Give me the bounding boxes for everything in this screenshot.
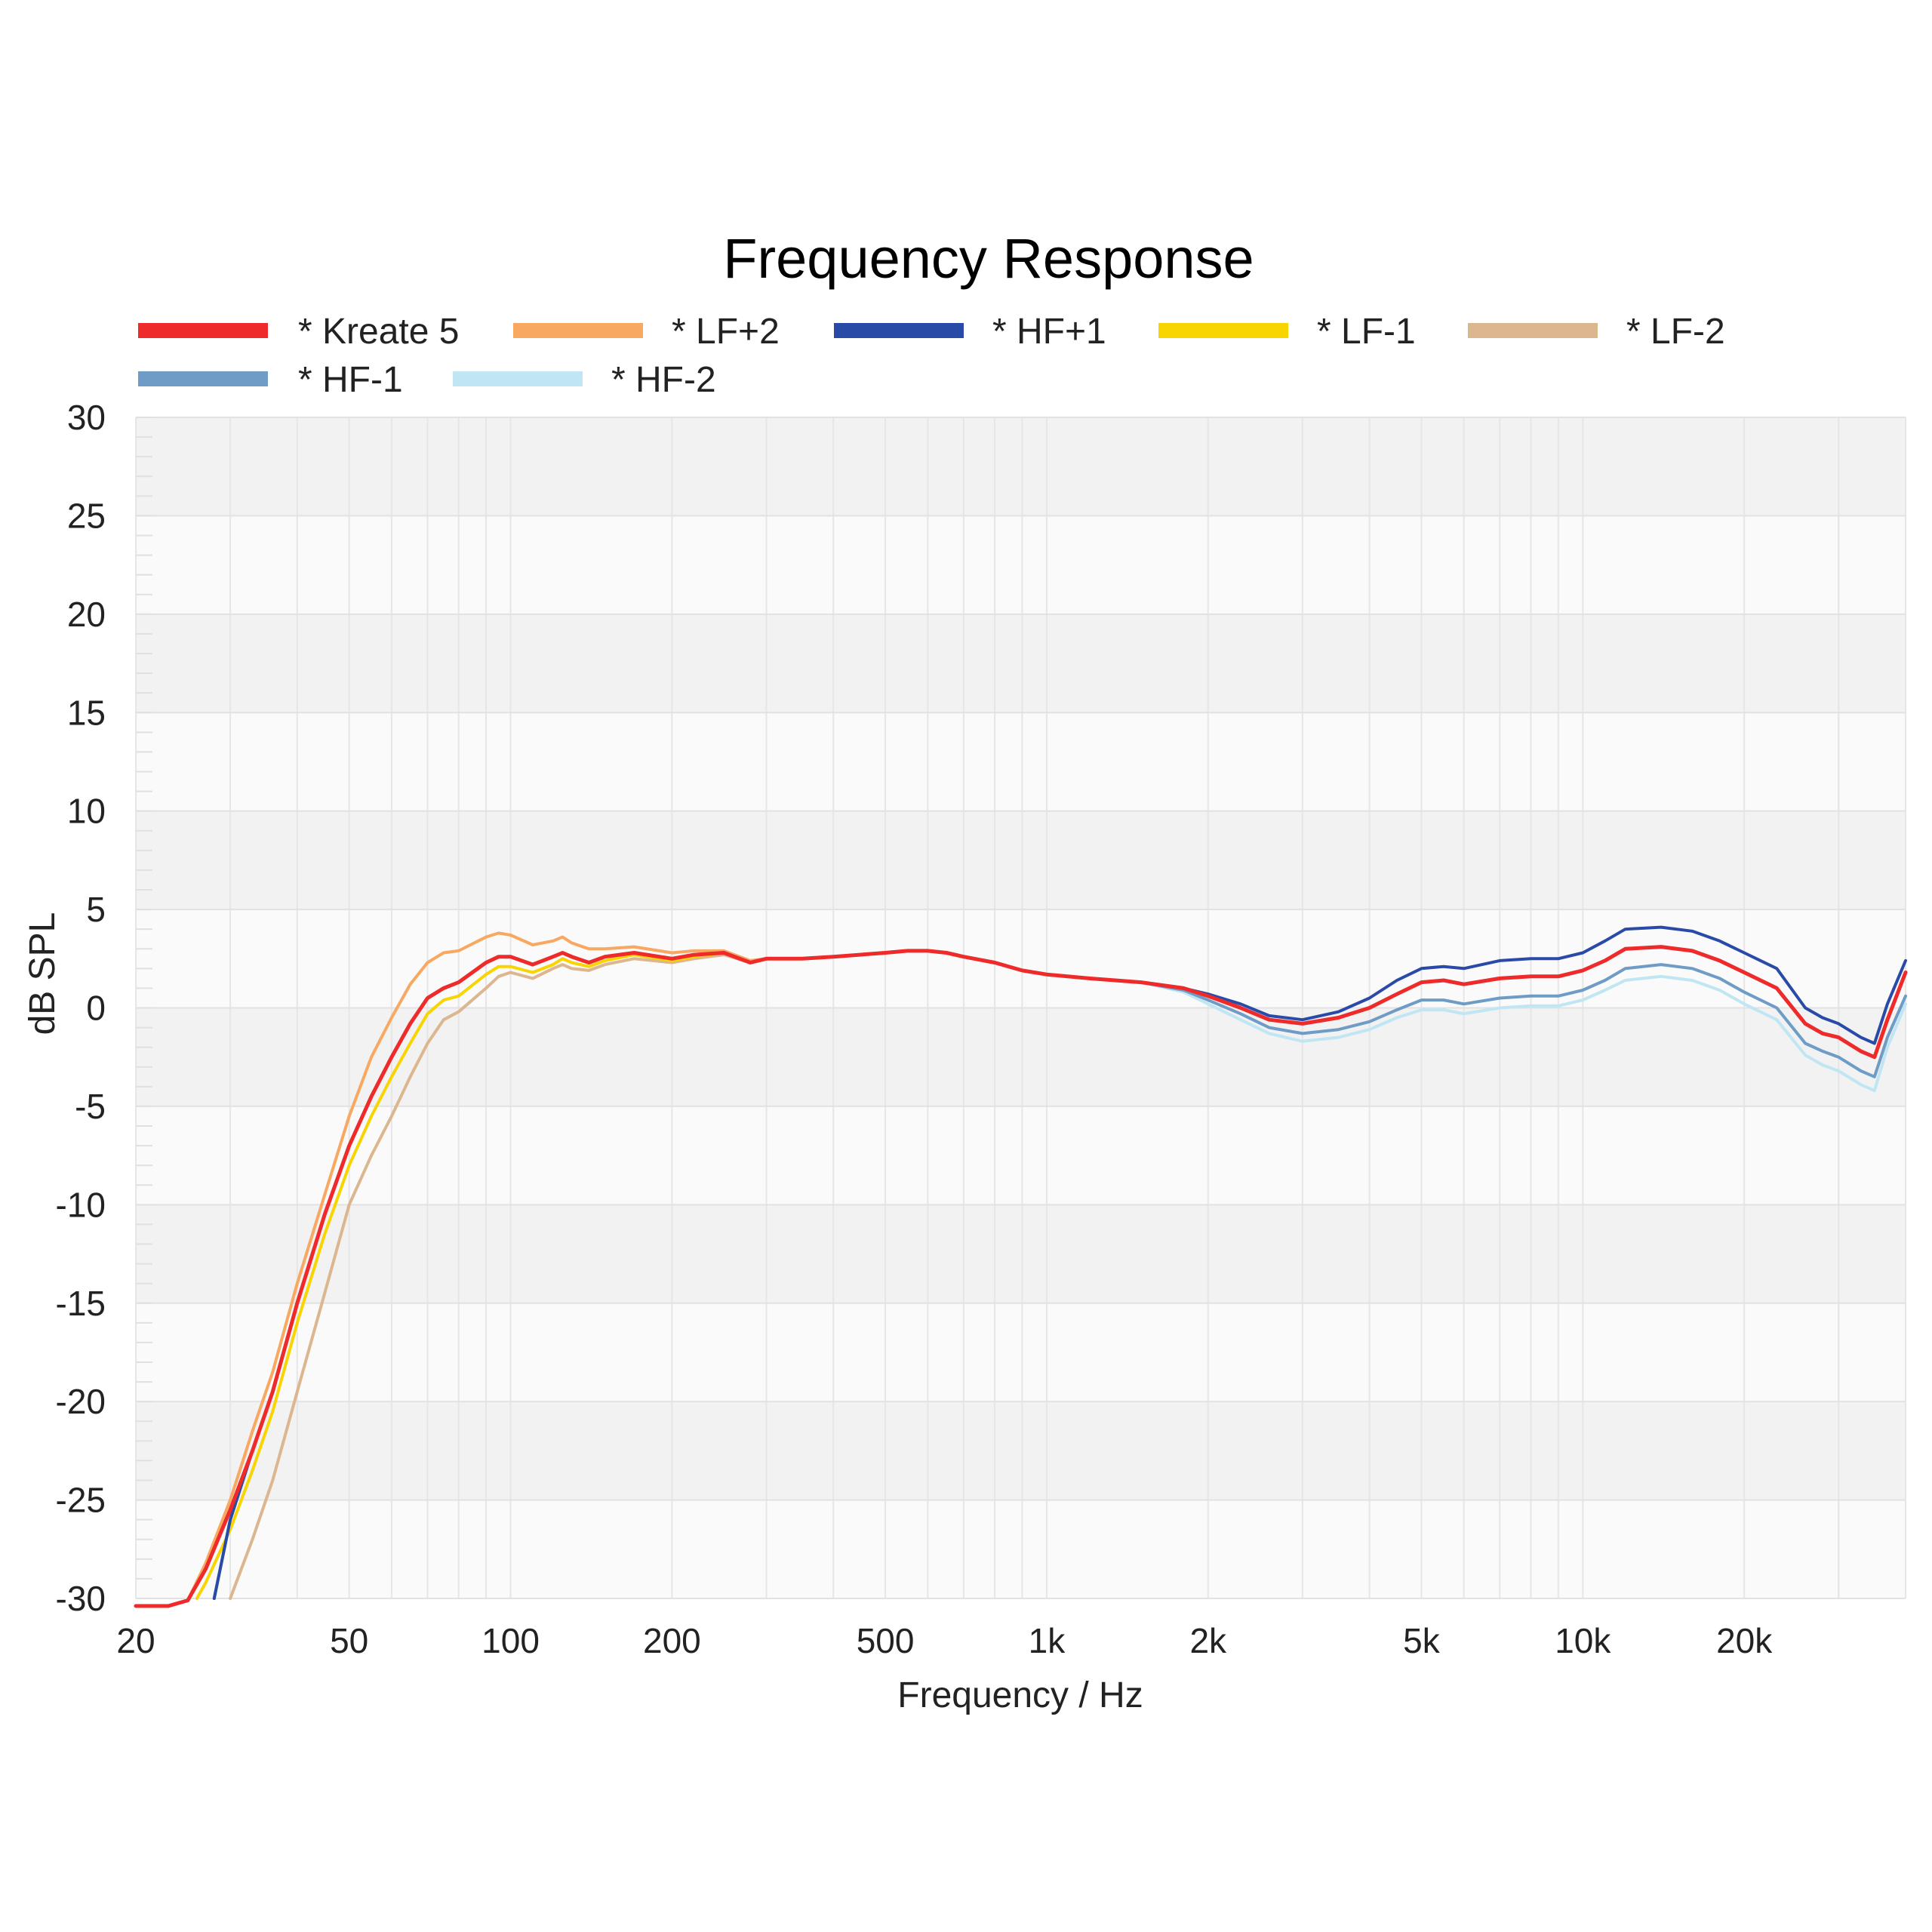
legend-label: * HF+1 [992,312,1106,352]
x-tick-label: 2k [1189,1621,1227,1660]
legend-label: * HF-1 [298,360,403,400]
y-tick-label: 10 [67,792,106,831]
x-tick-label: 200 [643,1621,701,1660]
y-tick-label: -30 [56,1579,106,1618]
x-tick-label: 50 [330,1621,368,1660]
legend: * Kreate 5 * LF+2 * HF+1 * LF-1 * LF-2 * HF-1… [138,312,1725,400]
x-tick-label: 20 [116,1621,155,1660]
x-tick-label: 1k [1029,1621,1066,1660]
y-axis-ticks: 30 25 20 15 10 5 0 -5 -10 -15 -20 -25 -30 [56,398,106,1618]
grid-band [136,1008,1906,1106]
grid [135,417,1906,1599]
y-tick-label: -25 [56,1481,106,1520]
grid-band [136,614,1906,713]
grid-band [136,1204,1906,1303]
x-tick-label: 10k [1555,1621,1611,1660]
y-axis-label: dB SPL [23,912,63,1035]
y-tick-label: -5 [75,1087,106,1126]
y-tick-label: 0 [86,989,106,1028]
y-tick-label: 25 [67,496,106,535]
grid-band [136,811,1906,910]
x-axis-ticks: 20 50 100 200 500 1k 2k 5k 10k 20k [116,1621,1773,1660]
legend-label: * LF+2 [672,312,780,352]
x-tick-label: 5k [1403,1621,1441,1660]
x-axis-label: Frequency / Hz [897,1675,1143,1715]
y-tick-label: 5 [86,890,106,929]
y-tick-label: 20 [67,595,106,634]
legend-label: * LF-2 [1626,312,1725,352]
x-tick-label: 500 [857,1621,915,1660]
y-tick-label: -15 [56,1284,106,1323]
chart-title: Frequency Response [723,227,1254,290]
y-tick-label: -20 [56,1382,106,1421]
series-line [134,945,1908,1608]
legend-label: * HF-2 [611,360,716,400]
y-tick-label: 30 [67,398,106,437]
y-tick-label: -10 [56,1185,106,1224]
legend-label: * LF-1 [1317,312,1416,352]
legend-label: * Kreate 5 [298,312,459,352]
x-tick-label: 100 [481,1621,540,1660]
y-tick-label: 15 [67,693,106,732]
grid-band [136,417,1906,516]
grid-band [136,1401,1906,1500]
x-tick-label: 20k [1716,1621,1773,1660]
series-lines [134,925,1908,1608]
